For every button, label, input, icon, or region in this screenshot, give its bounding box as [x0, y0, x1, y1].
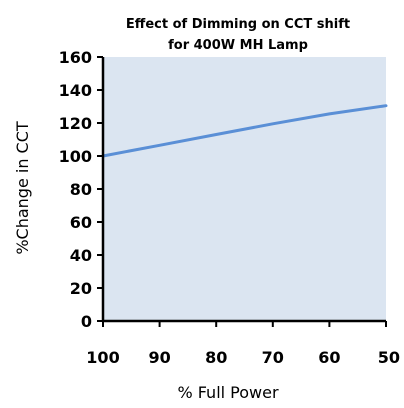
y-tick-label: 140: [59, 81, 92, 100]
x-tick-label: 80: [205, 348, 227, 367]
y-tick-label: 60: [70, 213, 92, 232]
y-tick-label: 20: [70, 279, 92, 298]
y-tick-label: 0: [81, 312, 92, 331]
y-tick-label: 40: [70, 246, 92, 265]
y-axis-label: %Change in CCT: [13, 121, 32, 255]
chart-title: Effect of Dimming on CCT shift: [126, 17, 350, 32]
x-tick-label: 100: [86, 348, 119, 367]
series-layer: [101, 104, 388, 158]
plot-area: [103, 57, 386, 321]
ticks-layer: 0 20 40 60 80 100 120 140 160 100 90 80 70 60 50: [59, 48, 400, 367]
y-tick-label: 80: [70, 180, 92, 199]
series-line-0: [101, 104, 388, 158]
x-tick-label: 60: [318, 348, 340, 367]
chart-subtitle: for 400W MH Lamp: [168, 38, 308, 53]
x-tick-label: 70: [262, 348, 284, 367]
y-tick-label: 120: [59, 114, 92, 133]
y-tick-label: 100: [59, 147, 92, 166]
x-axis-label: % Full Power: [177, 383, 279, 402]
y-tick-label: 160: [59, 48, 92, 67]
x-tick-label: 50: [378, 348, 400, 367]
x-tick-label: 90: [148, 348, 170, 367]
